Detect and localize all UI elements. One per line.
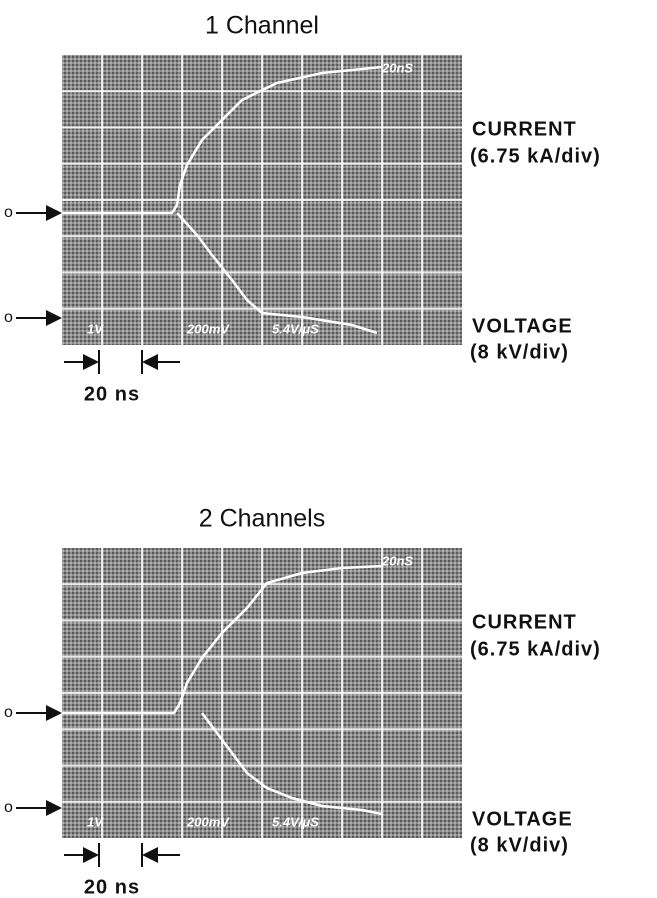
current-scale: (6.75 kA/div) [470, 638, 601, 660]
figure: 1 Channel 20nS 1V 200mV 5.4V/μS o o CURRENT (6.7… [0, 0, 657, 898]
scope-label: 200mV [186, 814, 230, 829]
scope-label: 5.4V/μS [272, 321, 319, 336]
panel-title: 1 Channel [205, 12, 319, 40]
voltage-label: VOLTAGE [472, 808, 573, 830]
time-marker: 20 ns [84, 383, 140, 405]
voltage-scale: (8 kV/div) [470, 341, 569, 363]
voltage-scale: (8 kV/div) [470, 834, 569, 856]
panel-title: 2 Channels [199, 505, 325, 533]
scope-label: 20nS [381, 60, 413, 75]
zero-marker: o [4, 704, 13, 721]
zero-marker: o [4, 309, 13, 326]
current-label: CURRENT [472, 611, 577, 633]
current-scale: (6.75 kA/div) [470, 145, 601, 167]
zero-marker: o [4, 799, 13, 816]
scope-label: 5.4V/μS [272, 814, 319, 829]
current-label: CURRENT [472, 118, 577, 140]
scope-label: 1V [87, 814, 104, 829]
time-marker: 20 ns [84, 876, 140, 898]
zero-marker: o [4, 204, 13, 221]
scope-label: 200mV [186, 321, 230, 336]
scope-label: 1V [87, 321, 104, 336]
scope-label: 20nS [381, 553, 413, 568]
voltage-label: VOLTAGE [472, 315, 573, 337]
